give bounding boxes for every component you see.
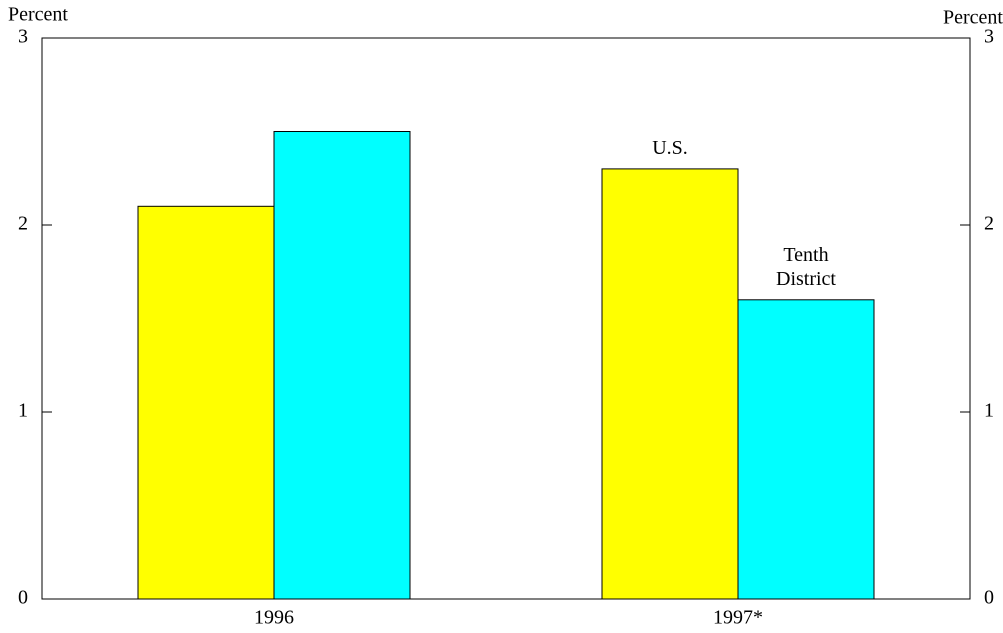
x-tick-label: 1996 — [254, 607, 294, 629]
bar — [737, 299, 875, 600]
bar — [273, 131, 411, 600]
y-axis-label: Percent — [8, 4, 68, 26]
y2-tick-label: 0 — [984, 587, 994, 609]
y2-tick-label: 1 — [984, 400, 994, 422]
y2-tick-label: 2 — [984, 213, 994, 235]
y-tick-label: 3 — [18, 26, 28, 48]
y2-axis-label: Percent — [943, 7, 1003, 29]
y-tick-label: 0 — [18, 587, 28, 609]
bar — [601, 168, 739, 600]
y-tick-label: 2 — [18, 213, 28, 235]
series-label: U.S. — [652, 136, 688, 158]
bar — [137, 205, 275, 600]
x-tick-label: 1997* — [713, 607, 763, 629]
y-tick-label: 1 — [18, 400, 28, 422]
plot-frame — [41, 37, 971, 600]
y2-tick-label: 3 — [984, 26, 994, 48]
series-label: Tenth District — [776, 243, 836, 289]
